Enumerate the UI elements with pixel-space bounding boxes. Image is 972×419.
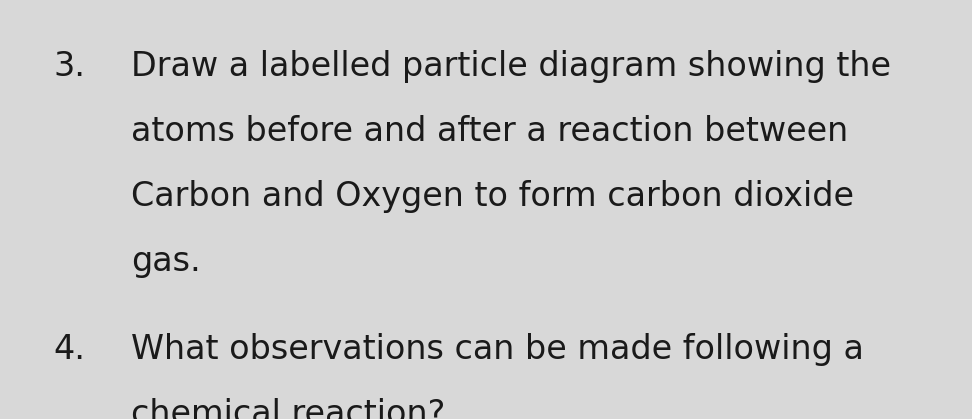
- Text: atoms before and after a reaction between: atoms before and after a reaction betwee…: [131, 115, 849, 148]
- Text: What observations can be made following a: What observations can be made following …: [131, 333, 864, 366]
- Text: 4.: 4.: [53, 333, 86, 366]
- Text: gas.: gas.: [131, 245, 201, 278]
- Text: chemical reaction?: chemical reaction?: [131, 398, 445, 419]
- Text: Draw a labelled particle diagram showing the: Draw a labelled particle diagram showing…: [131, 50, 891, 83]
- Text: Carbon and Oxygen to form carbon dioxide: Carbon and Oxygen to form carbon dioxide: [131, 180, 854, 213]
- Text: 3.: 3.: [53, 50, 86, 83]
